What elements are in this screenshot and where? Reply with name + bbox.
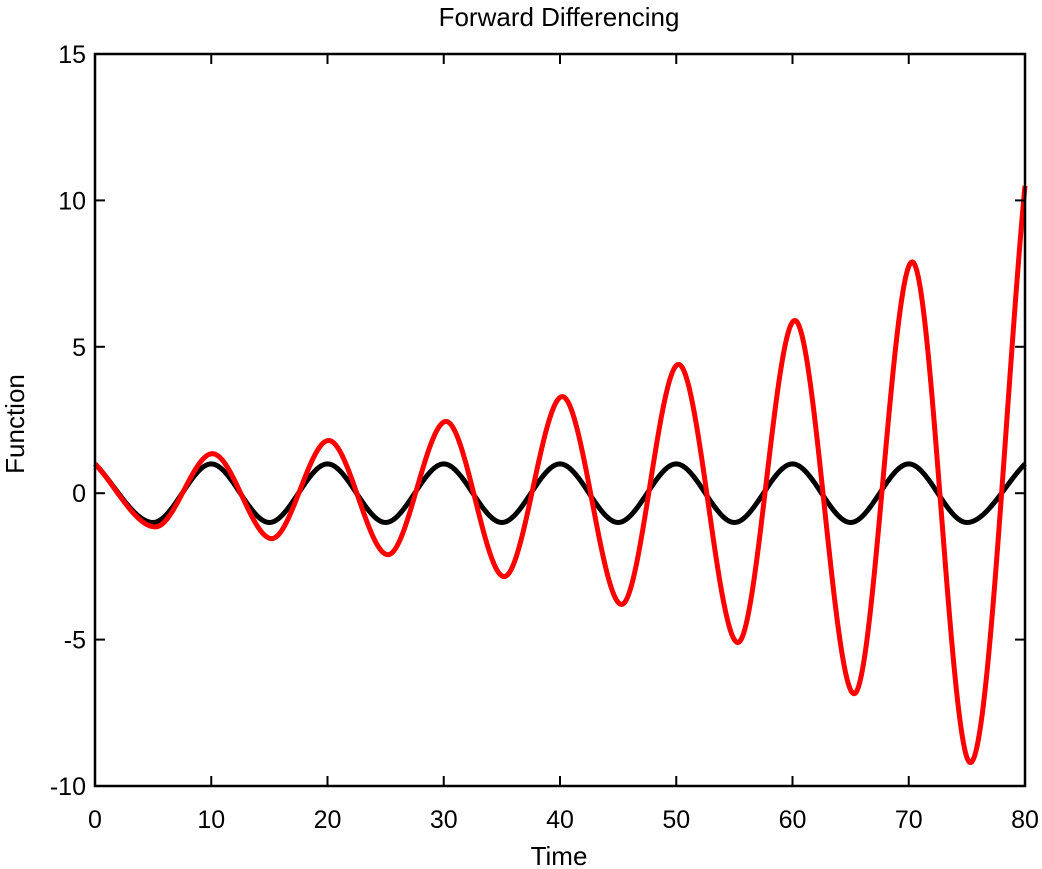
x-tick-label: 40 — [546, 806, 574, 834]
x-tick-label: 50 — [662, 806, 690, 834]
series-line-red — [93, 185, 1028, 766]
axis-ticks: 0 10 20 30 40 50 60 70 80 -10 -5 0 5 10 15 — [50, 41, 1039, 834]
x-tick-label: 60 — [779, 806, 807, 834]
x-tick-label: 0 — [88, 806, 102, 834]
x-axis-title: Time — [531, 841, 588, 869]
x-tick-label: 10 — [197, 806, 225, 834]
y-axis-title: Function — [0, 374, 30, 474]
y-tick-label: 10 — [58, 187, 86, 215]
x-tick-label: 80 — [1011, 806, 1039, 834]
x-tick-label: 30 — [430, 806, 458, 834]
y-tick-label: -5 — [64, 627, 86, 655]
y-tick-label: 5 — [72, 334, 86, 362]
y-tick-label: 15 — [58, 41, 86, 69]
x-tick-label: 20 — [314, 806, 342, 834]
chart-title: Forward Differencing — [439, 2, 680, 32]
y-tick-label: 0 — [72, 480, 86, 508]
plot-frame — [93, 52, 1027, 788]
x-tick-label: 70 — [895, 806, 923, 834]
y-tick-label: -10 — [50, 773, 86, 801]
plot-area — [93, 185, 1028, 766]
